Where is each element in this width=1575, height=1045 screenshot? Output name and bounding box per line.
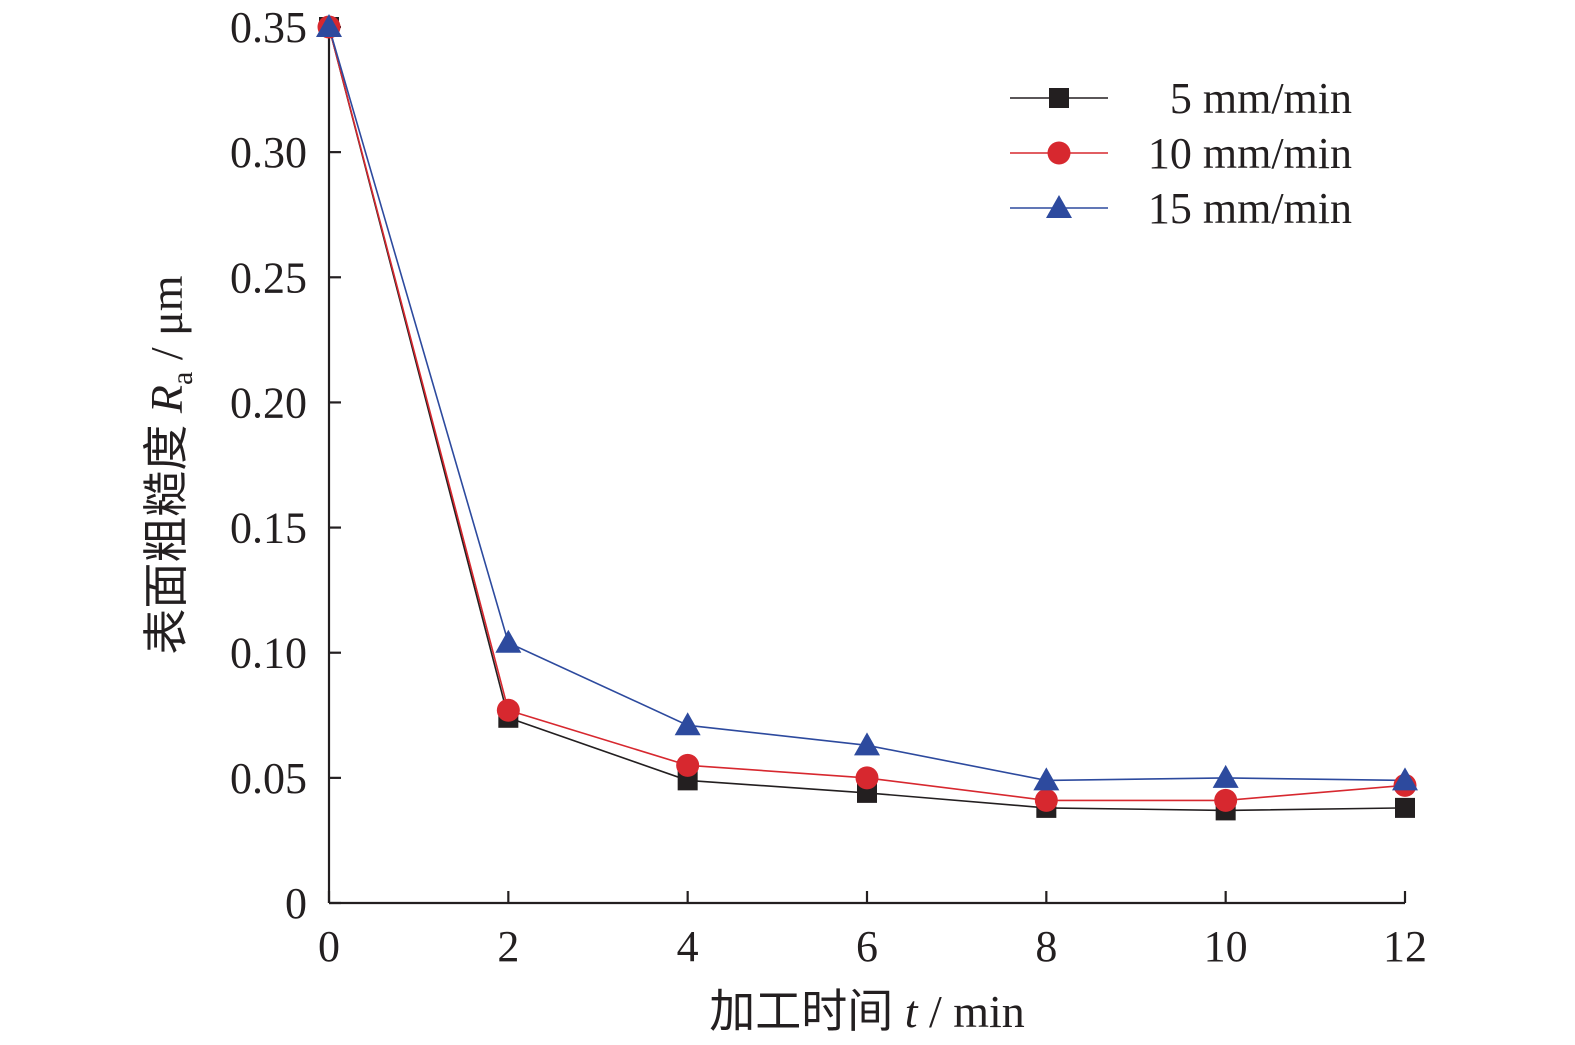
legend-marker bbox=[1049, 88, 1069, 108]
y-tick-label: 0.05 bbox=[230, 754, 307, 803]
legend-marker bbox=[1046, 195, 1072, 218]
x-axis-title-prefix: 加工时间 bbox=[709, 986, 905, 1037]
y-axis-title: 表面粗糙度 Ra / μm bbox=[141, 275, 199, 654]
x-axis-title-suffix: / min bbox=[917, 986, 1024, 1037]
series-2-point bbox=[1214, 788, 1238, 812]
series-2-point bbox=[1034, 788, 1058, 812]
legend-label: 5 mm/min bbox=[1170, 74, 1352, 123]
y-tick-label: 0.20 bbox=[230, 378, 307, 427]
y-tick-label: 0 bbox=[285, 879, 307, 928]
x-axis-title: 加工时间 t / min bbox=[709, 986, 1025, 1037]
series-2-point bbox=[496, 698, 520, 722]
x-tick-label: 0 bbox=[318, 922, 340, 971]
series-3-point bbox=[1212, 764, 1239, 788]
series-3-point bbox=[674, 712, 701, 736]
series-3-point bbox=[1392, 767, 1418, 791]
y-axis-title-symbol: R bbox=[141, 385, 192, 414]
y-axis-title-subscript: a bbox=[166, 372, 199, 385]
x-tick-label: 4 bbox=[677, 922, 699, 971]
y-axis-title-suffix: / μm bbox=[141, 275, 192, 371]
series-3-point bbox=[316, 14, 342, 37]
tick-labels: 0 2 4 6 8 10 12 0 0.05 0.10 0.15 0.20 0.25 0.30 0.35 bbox=[230, 3, 1427, 971]
series-1-point bbox=[1395, 797, 1415, 818]
x-tick-label: 6 bbox=[856, 922, 878, 971]
y-tick-label: 0.10 bbox=[230, 629, 307, 678]
legend: 5 mm/min 10 mm/min 15 mm/min bbox=[1010, 74, 1352, 233]
x-tick-label: 10 bbox=[1204, 922, 1248, 971]
series-markers bbox=[316, 14, 1418, 821]
x-tick-label: 12 bbox=[1383, 922, 1427, 971]
x-tick-label: 8 bbox=[1035, 922, 1057, 971]
y-tick-label: 0.15 bbox=[230, 504, 307, 553]
y-tick-label: 0.25 bbox=[230, 253, 307, 302]
x-axis-title-symbol: t bbox=[905, 986, 919, 1037]
series-3-point bbox=[854, 732, 880, 756]
y-axis-title-prefix: 表面粗糙度 bbox=[141, 413, 192, 655]
series-3-point bbox=[1033, 767, 1060, 791]
legend-marker bbox=[1047, 141, 1071, 165]
series-3-point bbox=[495, 629, 522, 653]
series-2-point bbox=[855, 766, 879, 790]
legend-label: 10 mm/min bbox=[1148, 129, 1352, 178]
y-tick-label: 0.30 bbox=[230, 128, 307, 177]
y-tick-label: 0.35 bbox=[230, 3, 307, 52]
legend-label: 15 mm/min bbox=[1148, 184, 1352, 233]
series-2-point bbox=[676, 753, 700, 777]
x-tick-label: 2 bbox=[497, 922, 519, 971]
